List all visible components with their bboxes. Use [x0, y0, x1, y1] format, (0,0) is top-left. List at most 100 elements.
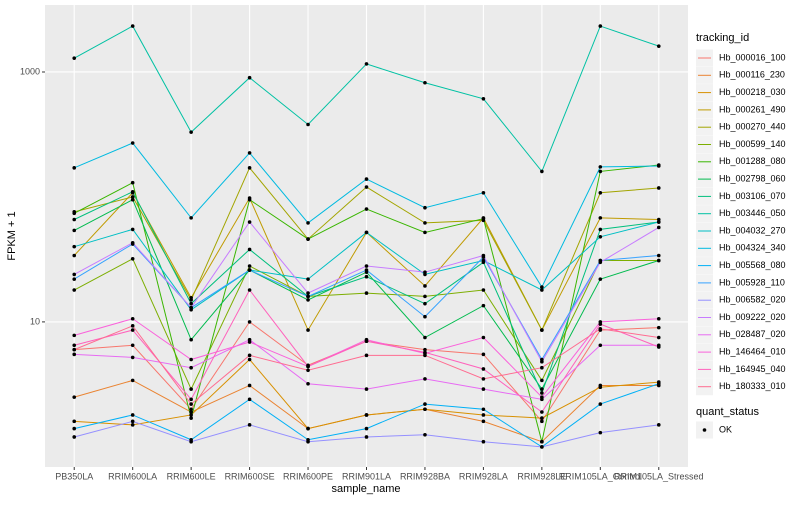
data-point: [481, 367, 486, 371]
data-point: [189, 301, 193, 306]
data-point: [72, 395, 77, 399]
legend-label: Hb_000261_490: [719, 104, 786, 114]
data-point: [189, 357, 193, 362]
data-point: [130, 378, 135, 383]
data-point: [540, 395, 544, 399]
data-point: [189, 337, 193, 342]
data-point: [247, 264, 252, 268]
x-tick-label: RRIM600LA: [108, 471, 157, 481]
data-point: [189, 407, 193, 412]
data-point: [247, 220, 252, 224]
data-point: [598, 322, 603, 326]
data-point: [72, 166, 77, 170]
legend-label: Hb_146464_010: [719, 346, 786, 356]
data-point: [130, 189, 135, 194]
data-point: [247, 247, 252, 252]
data-point: [247, 75, 252, 80]
legend-label: Hb_005928_110: [719, 277, 785, 287]
data-point: [423, 353, 427, 358]
data-point: [306, 294, 310, 299]
data-point: [540, 419, 544, 424]
data-point: [72, 347, 77, 352]
data-point: [481, 190, 486, 195]
y-tick-label: 1000: [20, 66, 40, 76]
data-point: [247, 288, 252, 292]
data-point: [540, 288, 544, 292]
x-tick-label: RRIM600PE: [283, 471, 333, 481]
data-point: [656, 335, 661, 340]
data-point: [481, 407, 486, 412]
data-point: [481, 352, 486, 357]
legend-label: Hb_000218_030: [719, 87, 786, 97]
data-point: [306, 122, 310, 127]
data-point: [130, 141, 135, 145]
data-point: [481, 303, 486, 308]
x-tick-label: RRIM600LE: [167, 471, 216, 481]
data-point: [481, 335, 486, 340]
x-tick-label: RRIM105LA_Control: [559, 471, 642, 481]
data-point: [189, 439, 193, 444]
data-point: [598, 385, 603, 390]
data-point: [598, 327, 603, 331]
data-point: [423, 377, 427, 381]
data-point: [306, 221, 310, 225]
data-point: [481, 288, 486, 292]
data-point: [247, 423, 252, 427]
x-tick-label: RRIM600SE: [225, 471, 275, 481]
data-point: [72, 333, 77, 338]
data-point: [189, 365, 193, 370]
data-point: [540, 416, 544, 420]
data-point: [364, 291, 369, 295]
data-point: [189, 402, 193, 406]
data-point: [598, 430, 603, 435]
legend-label: Hb_003106_070: [719, 191, 786, 201]
legend-swatch: [702, 428, 707, 432]
legend-label: Hb_000116_230: [719, 70, 785, 80]
data-point: [306, 381, 310, 386]
data-point: [364, 387, 369, 391]
data-point: [656, 258, 661, 263]
data-point: [598, 216, 603, 220]
data-point: [598, 402, 603, 406]
data-point: [306, 364, 310, 369]
data-point: [72, 56, 77, 60]
data-point: [423, 432, 427, 437]
legend-title: quant_status: [696, 406, 759, 418]
data-point: [423, 205, 427, 210]
data-point: [189, 298, 193, 302]
data-point: [130, 197, 135, 202]
data-point: [364, 230, 369, 235]
data-point: [656, 345, 661, 349]
legend-label: OK: [719, 424, 732, 434]
data-point: [598, 277, 603, 281]
legend-label: Hb_000599_140: [719, 139, 786, 149]
data-point: [130, 227, 135, 232]
legend-label: Hb_000016_100: [719, 52, 786, 62]
legend-label: Hb_002798_060: [719, 173, 786, 183]
data-point: [423, 314, 427, 319]
data-point: [247, 340, 252, 344]
data-point: [540, 359, 544, 364]
data-point: [540, 378, 544, 383]
data-point: [656, 225, 661, 230]
data-point: [423, 301, 427, 306]
data-point: [247, 151, 252, 155]
data-point: [540, 169, 544, 174]
data-point: [364, 426, 369, 431]
data-point: [364, 339, 369, 344]
data-point: [423, 80, 427, 85]
data-point: [423, 221, 427, 225]
data-point: [130, 240, 135, 245]
data-point: [540, 439, 544, 444]
data-point: [540, 445, 544, 449]
data-point: [130, 180, 135, 185]
data-point: [656, 186, 661, 190]
data-point: [598, 234, 603, 239]
data-point: [481, 97, 486, 101]
data-point: [481, 377, 486, 381]
legend-label: Hb_006582_020: [719, 295, 786, 305]
data-point: [364, 185, 369, 189]
data-point: [306, 439, 310, 444]
data-point: [306, 298, 310, 302]
